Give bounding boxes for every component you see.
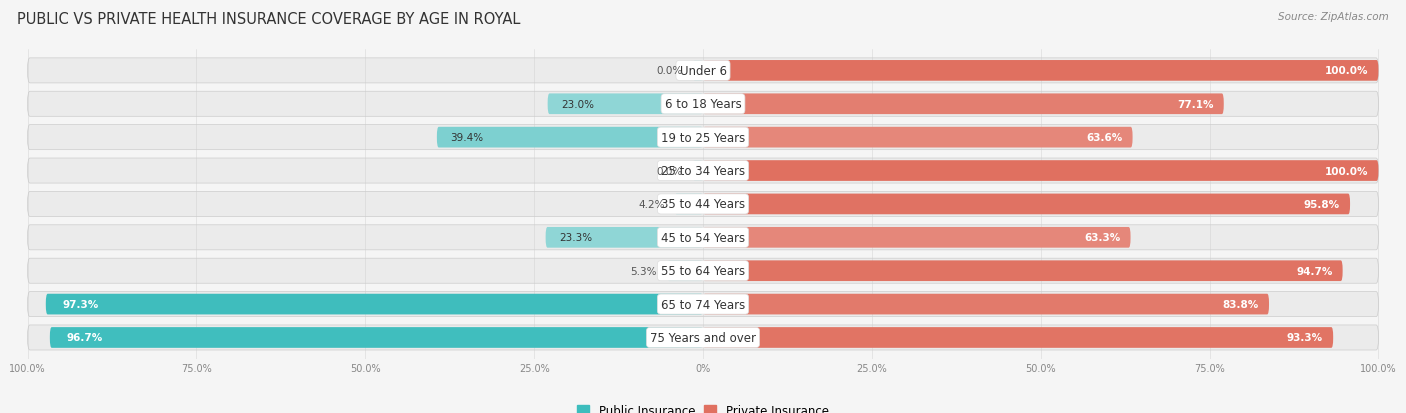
FancyBboxPatch shape — [703, 61, 1378, 81]
Text: 23.0%: 23.0% — [561, 100, 595, 109]
Text: 63.3%: 63.3% — [1084, 233, 1121, 243]
Text: 100.0%: 100.0% — [1324, 66, 1368, 76]
FancyBboxPatch shape — [703, 194, 1350, 215]
FancyBboxPatch shape — [28, 225, 1378, 250]
Text: 77.1%: 77.1% — [1177, 100, 1213, 109]
Text: 75 Years and over: 75 Years and over — [650, 331, 756, 344]
FancyBboxPatch shape — [693, 161, 703, 181]
FancyBboxPatch shape — [28, 159, 1378, 184]
Text: 0.0%: 0.0% — [657, 66, 683, 76]
Text: 97.3%: 97.3% — [63, 299, 98, 309]
FancyBboxPatch shape — [703, 161, 1378, 181]
Text: 6 to 18 Years: 6 to 18 Years — [665, 98, 741, 111]
FancyBboxPatch shape — [437, 128, 703, 148]
Text: 100.0%: 100.0% — [1324, 166, 1368, 176]
FancyBboxPatch shape — [28, 259, 1378, 284]
Text: PUBLIC VS PRIVATE HEALTH INSURANCE COVERAGE BY AGE IN ROYAL: PUBLIC VS PRIVATE HEALTH INSURANCE COVER… — [17, 12, 520, 27]
FancyBboxPatch shape — [28, 292, 1378, 317]
Text: Under 6: Under 6 — [679, 65, 727, 78]
Text: 0.0%: 0.0% — [657, 166, 683, 176]
Text: 96.7%: 96.7% — [66, 333, 103, 343]
Text: 19 to 25 Years: 19 to 25 Years — [661, 131, 745, 144]
FancyBboxPatch shape — [28, 192, 1378, 217]
Legend: Public Insurance, Private Insurance: Public Insurance, Private Insurance — [572, 399, 834, 413]
Text: 25 to 34 Years: 25 to 34 Years — [661, 165, 745, 178]
FancyBboxPatch shape — [28, 59, 1378, 84]
Text: 45 to 54 Years: 45 to 54 Years — [661, 231, 745, 244]
FancyBboxPatch shape — [703, 94, 1223, 115]
FancyBboxPatch shape — [28, 92, 1378, 117]
Text: 93.3%: 93.3% — [1286, 333, 1323, 343]
FancyBboxPatch shape — [703, 228, 1130, 248]
FancyBboxPatch shape — [703, 128, 1133, 148]
FancyBboxPatch shape — [548, 94, 703, 115]
Text: Source: ZipAtlas.com: Source: ZipAtlas.com — [1278, 12, 1389, 22]
FancyBboxPatch shape — [546, 228, 703, 248]
Text: 94.7%: 94.7% — [1296, 266, 1333, 276]
FancyBboxPatch shape — [675, 194, 703, 215]
FancyBboxPatch shape — [46, 294, 703, 315]
Text: 4.2%: 4.2% — [638, 199, 665, 209]
FancyBboxPatch shape — [703, 328, 1333, 348]
Text: 55 to 64 Years: 55 to 64 Years — [661, 265, 745, 278]
Text: 83.8%: 83.8% — [1223, 299, 1258, 309]
Text: 35 to 44 Years: 35 to 44 Years — [661, 198, 745, 211]
Text: 39.4%: 39.4% — [450, 133, 484, 143]
Text: 63.6%: 63.6% — [1087, 133, 1122, 143]
FancyBboxPatch shape — [49, 328, 703, 348]
FancyBboxPatch shape — [703, 261, 1343, 281]
FancyBboxPatch shape — [668, 261, 703, 281]
FancyBboxPatch shape — [28, 125, 1378, 150]
Text: 65 to 74 Years: 65 to 74 Years — [661, 298, 745, 311]
Text: 5.3%: 5.3% — [630, 266, 657, 276]
FancyBboxPatch shape — [28, 325, 1378, 350]
Text: 95.8%: 95.8% — [1303, 199, 1340, 209]
Text: 23.3%: 23.3% — [560, 233, 592, 243]
FancyBboxPatch shape — [693, 61, 703, 81]
FancyBboxPatch shape — [703, 294, 1270, 315]
